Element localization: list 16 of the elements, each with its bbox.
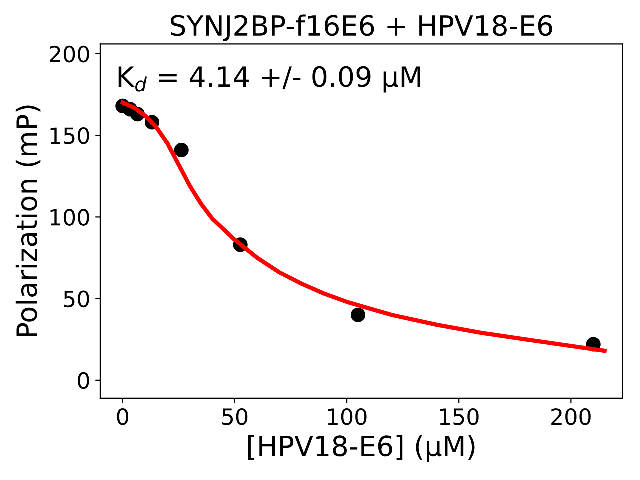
point [174,142,189,158]
x-tick-label: 200 [552,408,591,426]
x-tick-label: 0 [117,408,128,426]
point [350,308,366,322]
y-axis-title: Polarization (mP) [16,106,41,336]
chart-title: SYNJ2BP-f16E6 + HPV18-E6 [170,14,552,42]
y-tick-label: 50 [64,290,90,308]
y-tick-label: 150 [50,128,90,144]
y-tick-label: 200 [50,46,90,63]
annotation: K$_{d}$ = 4.14 +/- 0.09 μM [118,66,420,93]
x-tick-label: 50 [222,408,248,426]
x-tick-label: 150 [440,408,479,426]
x-axis-title: [HPV18-E6] (μM) [248,435,475,462]
y-tick-label: 0 [78,372,90,390]
x-tick-label: 100 [328,408,367,426]
y-tick-label: 100 [50,209,90,226]
